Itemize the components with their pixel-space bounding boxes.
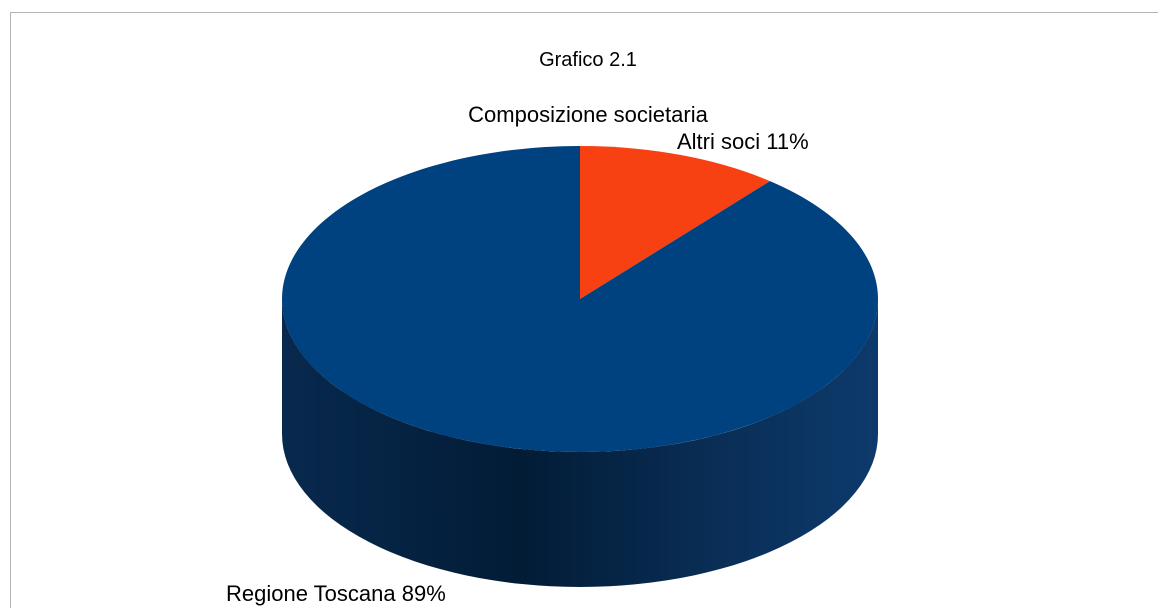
pie-group [281,146,879,587]
data-label-altri-soci: Altri soci 11% [677,129,809,154]
chart-subtitle: Composizione societaria [468,102,708,127]
pie-slice-regione-toscana [281,146,879,452]
chart-title: Grafico 2.1 [539,49,637,71]
data-label-regione-toscana: Regione Toscana 89% [226,581,446,606]
pie-slice-altri-soci [580,146,770,299]
pie-side-wall [282,299,878,587]
